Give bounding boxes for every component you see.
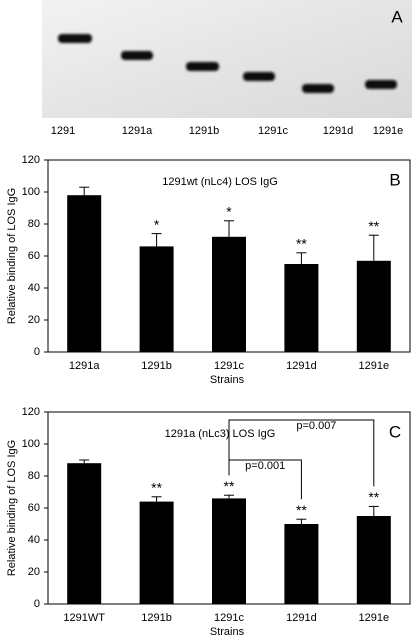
y-tick-label: 100 — [22, 186, 40, 198]
chart-title: 1291a (nLc3) LOS IgG — [165, 428, 276, 440]
bands — [58, 34, 397, 93]
bar — [284, 524, 319, 604]
band — [243, 72, 275, 81]
y-tick-label: 80 — [28, 218, 40, 230]
significance: ** — [296, 236, 307, 252]
y-tick-label: 120 — [22, 406, 40, 418]
bar — [212, 498, 246, 604]
significance: ** — [151, 480, 162, 496]
significance: ** — [368, 489, 379, 505]
x-tick-label: 1291e — [359, 612, 390, 624]
band — [186, 62, 219, 71]
y-tick-label: 60 — [28, 250, 40, 262]
y-axis-label: Relative binding of LOS IgG — [6, 188, 18, 324]
panel-label: C — [389, 422, 401, 441]
lane-label: 1291 — [51, 125, 75, 137]
bar — [67, 463, 102, 604]
y-tick-label: 60 — [28, 502, 40, 514]
x-tick-label: 1291a — [69, 360, 100, 372]
bar — [356, 260, 391, 352]
bar — [356, 516, 391, 604]
lane-label: 1291e — [373, 125, 404, 137]
y-tick-label: 40 — [28, 282, 40, 294]
x-axis-label: Strains — [210, 626, 245, 638]
bar — [139, 501, 174, 604]
x-tick-label: 1291d — [286, 360, 317, 372]
lane-label: 1291d — [323, 125, 354, 137]
panel-label: A — [391, 7, 403, 26]
blot-panel: A 1291 1291a 1291b 1291c 1291d 1291e — [42, 0, 412, 137]
bracket-label: p=0.001 — [245, 460, 285, 472]
chart-title: 1291wt (nLc4) LOS IgG — [162, 176, 278, 188]
bar — [284, 264, 319, 352]
band — [58, 34, 92, 43]
significance: ** — [368, 218, 379, 234]
x-tick-label: 1291b — [141, 612, 172, 624]
band — [302, 84, 334, 93]
x-tick-label: 1291c — [214, 360, 244, 372]
bracket — [228, 419, 375, 487]
lane-label: 1291c — [258, 125, 288, 137]
y-tick-label: 0 — [34, 598, 40, 610]
significance: ** — [224, 478, 235, 494]
y-tick-label: 20 — [28, 314, 40, 326]
significance: * — [154, 216, 160, 232]
significance: * — [226, 204, 232, 220]
x-tick-label: 1291e — [359, 360, 390, 372]
x-tick-label: 1291d — [286, 612, 317, 624]
y-tick-label: 80 — [28, 470, 40, 482]
band — [365, 80, 397, 89]
lane-label: 1291b — [189, 125, 220, 137]
significance: ** — [296, 502, 307, 518]
y-tick-label: 20 — [28, 566, 40, 578]
bracket-label: p=0.007 — [296, 420, 336, 432]
x-axis-label: Strains — [210, 374, 245, 386]
y-tick-label: 40 — [28, 534, 40, 546]
bar — [139, 246, 174, 352]
y-tick-label: 120 — [22, 154, 40, 166]
y-tick-label: 100 — [22, 438, 40, 450]
x-tick-label: 1291WT — [63, 612, 105, 624]
bar — [212, 236, 246, 352]
band — [121, 51, 153, 60]
panel-label: B — [389, 170, 400, 189]
y-tick-label: 0 — [34, 346, 40, 358]
x-tick-label: 1291c — [214, 612, 244, 624]
lane-label: 1291a — [122, 125, 153, 137]
x-tick-label: 1291b — [141, 360, 172, 372]
bar — [67, 195, 102, 352]
y-axis-label: Relative binding of LOS IgG — [6, 440, 18, 576]
gel — [42, 0, 412, 118]
